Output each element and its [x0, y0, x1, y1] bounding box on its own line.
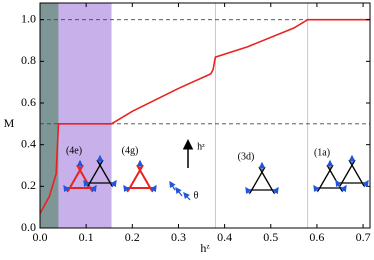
- x-tick-label: 0.2: [125, 230, 140, 244]
- y-tick-label: 0.4: [21, 136, 36, 150]
- shaded-region: [58, 3, 112, 228]
- insets: [64, 139, 368, 201]
- plot-frame: [39, 2, 371, 229]
- data-line: [39, 18, 370, 214]
- annotation: (4g): [122, 145, 139, 156]
- y-tick-label: 0.2: [21, 178, 36, 192]
- y-tick-label: 0.0: [21, 220, 36, 234]
- y-tick-label: 0.6: [21, 95, 36, 109]
- x-axis-label: hᶻ: [200, 241, 210, 255]
- y-tick-label: 0.8: [21, 53, 36, 67]
- x-tick-label: 0.4: [217, 230, 232, 244]
- x-tick-label: 0.7: [356, 230, 371, 244]
- plot-area: 0.0 0.1 0.2 0.3 0.4 0.5 0.6 0.7 0.0 0.2 0.4 0.6 0.8 1…: [21, 2, 371, 244]
- annotation: (4e): [66, 145, 82, 156]
- annotation: (3d): [238, 151, 255, 162]
- x-tick-label: 0.3: [171, 230, 186, 244]
- annotation: θ: [194, 190, 199, 201]
- annotation: hᶻ: [197, 141, 205, 152]
- x-tick-label: 0.6: [309, 230, 324, 244]
- x-tick-label: 0.1: [79, 230, 94, 244]
- annotation: (1a): [314, 147, 330, 158]
- shaded-region: [40, 3, 59, 228]
- y-axis-label: M: [4, 116, 15, 130]
- x-tick-label: 0.5: [263, 230, 278, 244]
- y-tick-label: 1.0: [21, 11, 36, 25]
- x-tick-label: 0.0: [33, 230, 48, 244]
